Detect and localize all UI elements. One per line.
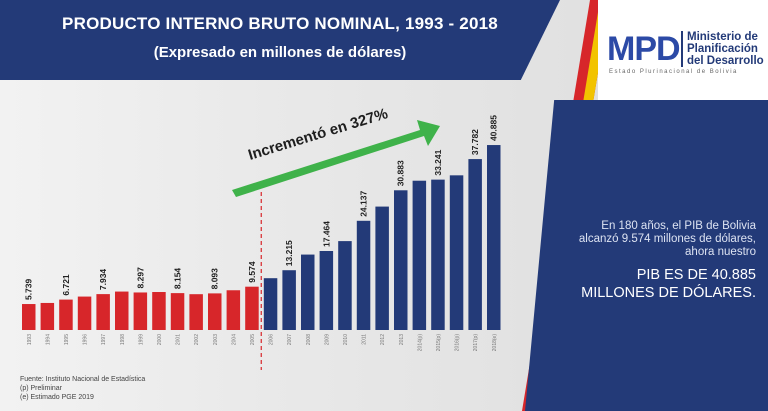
logo-mark: MPD xyxy=(607,30,681,68)
x-label-1997: 1997 xyxy=(101,334,107,345)
x-label-1994: 1994 xyxy=(45,334,51,345)
bar-1993 xyxy=(22,304,36,330)
bar-2003 xyxy=(208,293,222,330)
x-label-2000: 2000 xyxy=(157,334,163,345)
increase-arrow: Incrementó en 327% xyxy=(232,105,440,197)
chart-subtitle: (Expresado en millones de dólares) xyxy=(153,44,407,61)
bar-2014(p) xyxy=(412,180,427,330)
x-label-1996: 1996 xyxy=(83,334,89,345)
info-panel xyxy=(525,100,768,411)
caption-big: PIB ES DE 40.885 MILLONES DE DÓLARES. xyxy=(560,266,756,302)
x-label-1999: 1999 xyxy=(138,334,144,345)
x-label-2002: 2002 xyxy=(194,334,200,345)
caption-big-line-1: PIB ES DE 40.885 xyxy=(636,267,756,283)
bar-1995 xyxy=(59,299,73,330)
x-label-2017(p): 2017(p) xyxy=(473,334,479,352)
x-label-2001: 2001 xyxy=(176,334,182,345)
x-label-2004: 2004 xyxy=(231,334,237,345)
x-label-2003: 2003 xyxy=(213,334,219,345)
logo-line-2: Planificación xyxy=(687,43,758,55)
x-label-2009: 2009 xyxy=(324,334,330,345)
increase-annotation: Incrementó en 327% xyxy=(246,105,390,164)
bar-1996 xyxy=(77,296,92,330)
value-label-2018(e): 40.885 xyxy=(489,115,499,141)
ministry-logo: MPD Ministerio de Planificación del Desa… xyxy=(607,30,767,90)
x-label-2005: 2005 xyxy=(250,334,256,345)
x-label-2012: 2012 xyxy=(380,334,386,345)
caption-small: En 180 años, el PIB de Bolivia alcanzó 9… xyxy=(578,220,756,258)
bar-2011 xyxy=(356,220,371,330)
caption-big-line-2: MILLONES DE DÓLARES. xyxy=(581,285,756,301)
bar-2008 xyxy=(301,254,315,330)
source-line-2: (p) Preliminar xyxy=(20,385,63,392)
x-label-2013: 2013 xyxy=(399,334,405,345)
bar-2018(e) xyxy=(487,145,501,330)
x-label-1998: 1998 xyxy=(120,334,126,345)
source-line-1: Fuente: Instituto Nacional de Estadístic… xyxy=(20,376,146,383)
value-label-2003: 8.093 xyxy=(210,268,220,290)
x-label-2016(p): 2016(p) xyxy=(455,334,461,352)
value-label-2013: 30.883 xyxy=(396,160,406,186)
bar-2012 xyxy=(375,206,389,330)
chart-title: PRODUCTO INTERNO BRUTO NOMINAL, 1993 - 2… xyxy=(62,14,498,33)
x-label-2008: 2008 xyxy=(306,334,312,345)
title-band: PRODUCTO INTERNO BRUTO NOMINAL, 1993 - 2… xyxy=(0,0,560,80)
bar-1997 xyxy=(96,294,110,330)
logo-state: Estado Plurinacional de Bolivia xyxy=(609,69,738,75)
bar-2015(p) xyxy=(431,179,445,330)
bar-2006 xyxy=(263,278,278,330)
value-label-2017(p): 37.782 xyxy=(470,129,480,155)
value-label-2011: 24.137 xyxy=(359,191,369,217)
source-note: Fuente: Instituto Nacional de Estadístic… xyxy=(20,375,145,402)
bar-2001 xyxy=(170,293,185,330)
bar-2002 xyxy=(189,294,203,330)
bar-1998 xyxy=(115,291,129,330)
x-tick-labels: 1993 1994 1995 1996 1997 1998 1999 2000 2001 2002… xyxy=(27,334,498,352)
x-label-1993: 1993 xyxy=(27,334,33,345)
bar-2013 xyxy=(394,190,408,330)
logo-area xyxy=(598,0,768,100)
bar-2017(p) xyxy=(468,159,482,330)
value-label-2009: 17.464 xyxy=(321,221,331,247)
source-line-3: (e) Estimado PGE 2019 xyxy=(20,394,94,401)
x-label-2018(e): 2018(e) xyxy=(492,334,498,352)
value-label-2015(p): 33.241 xyxy=(433,149,443,175)
x-label-2010: 2010 xyxy=(343,334,349,345)
x-label-2014(p): 2014(p) xyxy=(417,334,423,352)
value-label-2005: 9.574 xyxy=(247,261,257,283)
bars-group xyxy=(22,145,501,330)
bar-2010 xyxy=(338,241,352,330)
bar-2000 xyxy=(152,292,166,330)
value-label-1995: 6.721 xyxy=(61,274,71,296)
bar-1994 xyxy=(40,302,55,330)
logo-line-1: Ministerio de xyxy=(687,31,758,43)
bar-2007 xyxy=(282,270,296,330)
value-label-1999: 8.297 xyxy=(135,267,145,289)
bar-2005 xyxy=(245,286,259,330)
value-label-1997: 7.934 xyxy=(98,269,108,291)
logo-line-3: del Desarrollo xyxy=(687,55,764,67)
x-label-2015(p): 2015(p) xyxy=(436,334,442,352)
value-label-2001: 8.154 xyxy=(173,268,183,290)
bar-1999 xyxy=(133,292,148,330)
bar-2009 xyxy=(319,250,334,330)
bar-2004 xyxy=(226,290,241,330)
x-label-2011: 2011 xyxy=(362,334,368,345)
x-label-1995: 1995 xyxy=(64,334,70,345)
pib-bar-chart: Incrementó en 327% 1993 1994 1995 1996 1997 1… xyxy=(22,105,501,370)
value-label-1993: 5.739 xyxy=(24,278,34,300)
x-label-2006: 2006 xyxy=(269,334,275,345)
value-label-2007: 13.215 xyxy=(284,240,294,266)
logo-ministry-name: Ministerio de Planificación del Desarrol… xyxy=(681,31,764,67)
x-label-2007: 2007 xyxy=(287,334,293,345)
bar-2016(p) xyxy=(449,175,464,330)
value-labels: 5.739 6.721 7.934 8.297 8.154 8.093 9.574 13.21… xyxy=(24,115,499,300)
